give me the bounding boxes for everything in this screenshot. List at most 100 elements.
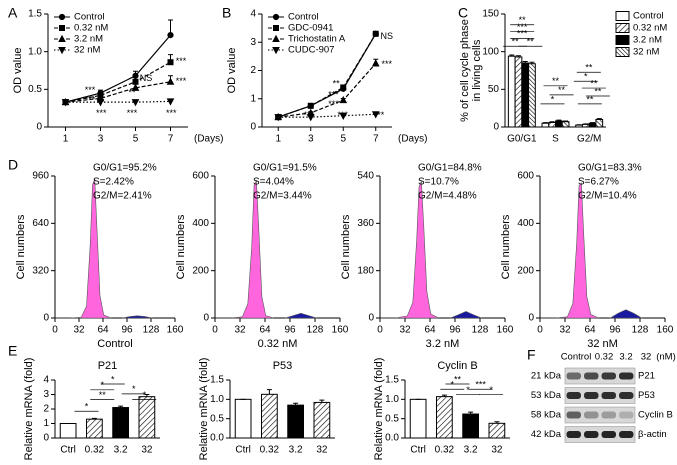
protein-label: β-actin xyxy=(638,429,667,440)
x-axis-label: (Days) xyxy=(398,134,427,145)
annotation: * xyxy=(85,402,89,412)
y-tick-label: 1.0 xyxy=(28,46,42,57)
blot-strip xyxy=(564,426,636,443)
legend-label: 32 nM xyxy=(74,45,100,56)
annotation: * xyxy=(489,385,493,395)
legend-label: 32 nM xyxy=(633,47,659,58)
y-axis-label: in living cells xyxy=(471,39,483,101)
annotation: *** xyxy=(517,22,528,32)
bar xyxy=(595,118,604,128)
bar xyxy=(548,121,556,128)
histogram-area xyxy=(215,179,274,319)
y-tick-label: 1.5 xyxy=(210,375,224,386)
x-tick-label: 0 xyxy=(52,325,58,336)
blot-band xyxy=(584,392,599,399)
error-bar xyxy=(509,54,515,57)
lane-label: 32 xyxy=(641,352,652,363)
bar xyxy=(521,62,530,128)
x-tick-label: 1 xyxy=(63,134,69,145)
legend-label: 3.2 nM xyxy=(74,34,103,45)
x-tick-label: 128 xyxy=(632,325,649,336)
x-tick-label: 0.32 xyxy=(435,445,455,456)
marker xyxy=(339,112,348,120)
y-tick-label: 1 xyxy=(43,418,49,429)
y-tick-label: 4 xyxy=(250,9,256,20)
annotation: ** xyxy=(333,78,341,88)
data-line xyxy=(278,113,376,118)
x-tick-label: 160 xyxy=(167,325,184,336)
error-bar xyxy=(590,122,596,124)
y-tick-label: 200 xyxy=(192,265,209,276)
blot-strip xyxy=(564,367,636,385)
legend-swatch xyxy=(615,23,630,33)
marker xyxy=(167,59,174,66)
legend-label: CUDC-907 xyxy=(288,45,334,56)
annotation: G2/M=10.4% xyxy=(578,191,637,202)
blot-band xyxy=(566,411,581,419)
size-label: 21 kDa xyxy=(531,371,562,382)
x-tick-label: 96 xyxy=(609,325,621,336)
error-bar xyxy=(319,399,325,403)
size-label: 53 kDa xyxy=(531,390,562,401)
data-line xyxy=(278,63,377,118)
x-tick-label: 5 xyxy=(133,134,139,145)
y-tick-label: 360 xyxy=(357,218,374,229)
annotation: *** xyxy=(166,108,177,118)
x-tick-label: 5 xyxy=(340,134,346,145)
bar xyxy=(436,396,453,439)
error-bar xyxy=(293,402,299,406)
legend-label: Control xyxy=(633,11,664,22)
x-tick-label: S xyxy=(552,134,559,145)
y-tick-label: 0.5 xyxy=(28,84,42,95)
histogram-area xyxy=(55,178,112,319)
data-line xyxy=(65,100,171,103)
annotation: ** xyxy=(586,94,594,104)
error-bar xyxy=(522,60,528,63)
annotation: ** xyxy=(558,85,566,95)
blot-band xyxy=(619,392,634,399)
y-tick-label: 0.5 xyxy=(385,413,399,424)
legend-marker xyxy=(58,34,66,42)
x-tick-label: 32 xyxy=(73,325,85,336)
legend-label: Control xyxy=(288,12,319,23)
marker xyxy=(131,83,140,91)
y-axis-label: % of cell cycle phase xyxy=(459,19,471,122)
y-axis-label: Cell numbers xyxy=(15,214,27,279)
y-tick-label: 540 xyxy=(357,171,374,182)
annotation: * xyxy=(584,72,588,82)
annotation: *** xyxy=(85,85,96,95)
x-tick-label: G2/M xyxy=(577,134,601,145)
y-tick-label: 1.5 xyxy=(385,375,399,386)
annotation: *** xyxy=(176,56,187,66)
error-bar xyxy=(118,405,124,408)
y-axis-label: Relative mRNA (fold) xyxy=(198,358,210,461)
annotation: ** xyxy=(594,86,602,96)
lane-label: Control xyxy=(561,352,592,363)
data-line xyxy=(278,33,377,118)
blot-band xyxy=(584,372,599,380)
x-axis-label: 32 nM xyxy=(587,338,618,350)
blot-band xyxy=(601,392,616,399)
error-bar xyxy=(529,61,535,64)
error-bar xyxy=(563,120,569,122)
marker xyxy=(61,99,70,107)
y-tick-label: 600 xyxy=(517,171,534,182)
legend-marker xyxy=(58,47,66,55)
annotation: *** xyxy=(85,94,96,104)
annotation: * xyxy=(450,380,454,390)
annotation: S=6.27% xyxy=(578,177,619,188)
panel-letter: C xyxy=(458,5,468,21)
y-tick-label: 150 xyxy=(482,9,499,20)
annotation: NS xyxy=(381,31,394,41)
x-tick-label: 3 xyxy=(308,134,314,145)
legend-marker xyxy=(273,25,279,31)
x-tick-label: 160 xyxy=(497,325,514,336)
marker xyxy=(274,114,283,122)
bar xyxy=(528,63,536,128)
size-label: 42 kDa xyxy=(531,429,562,440)
chart-title: Cyclin B xyxy=(437,360,477,372)
error-bar xyxy=(515,55,521,57)
x-tick-label: 3.2 xyxy=(289,445,303,456)
legend-label: Control xyxy=(74,12,105,23)
